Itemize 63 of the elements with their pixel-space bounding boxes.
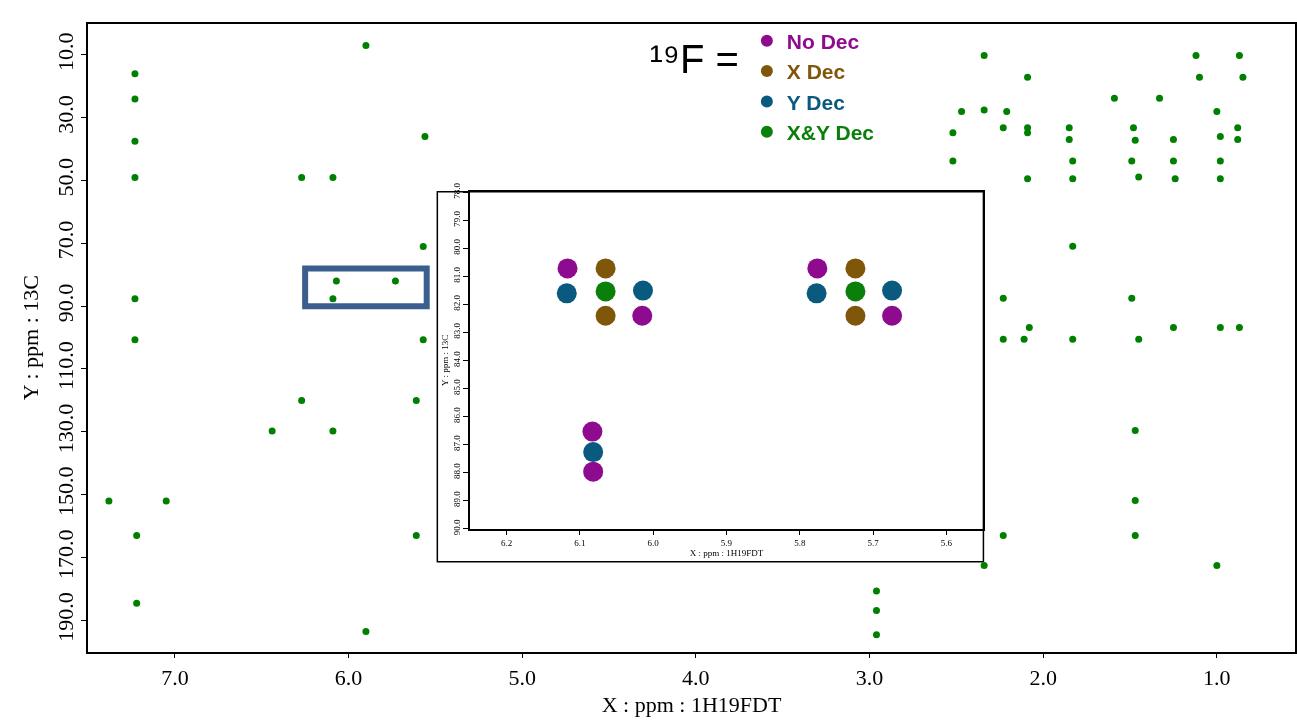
y-tick-label: 80.0 (451, 238, 462, 255)
y-tick-label: 86.0 (451, 406, 462, 423)
point (632, 280, 653, 301)
point (882, 305, 903, 326)
x-tick-label: 6.2 (501, 538, 513, 549)
y-tick-label: 190.0 (52, 592, 78, 642)
legend-label: X&Y Dec (786, 120, 875, 144)
point (595, 258, 616, 279)
point (583, 461, 604, 482)
y-tick-label: 87.0 (451, 434, 462, 452)
legend-title: ¹⁹F = (649, 36, 739, 81)
y-tick-label: 150.0 (52, 466, 78, 517)
x-tick-label: 5.6 (940, 538, 953, 549)
point (582, 421, 603, 442)
x-tick-label: 6.0 (334, 664, 363, 690)
y-tick-label: 170.0 (52, 529, 78, 579)
point (845, 258, 866, 279)
x-axis-title: X : ppm : 1H19FDT (601, 692, 782, 718)
y-tick-label: 90.0 (52, 283, 78, 323)
point (882, 280, 903, 301)
point (632, 305, 653, 326)
x-tick-label: 6.1 (574, 538, 586, 549)
y-tick-label: 81.0 (451, 266, 462, 283)
legend-label: Y Dec (786, 90, 846, 114)
y-tick-label: 89.0 (451, 490, 462, 508)
legend-label: X Dec (786, 60, 846, 84)
x-axis-title: X : ppm : 1H19FDT (689, 548, 764, 559)
x-tick-label: 1.0 (1203, 664, 1231, 690)
y-tick-label: 85.0 (451, 378, 462, 395)
x-tick-label: 2.0 (1029, 664, 1057, 690)
point (557, 258, 578, 279)
x-tick-label: 5.8 (794, 538, 806, 549)
y-tick-label: 90.0 (451, 518, 462, 536)
y-tick-label: 88.0 (451, 462, 462, 480)
x-tick-label: 5.0 (508, 664, 536, 690)
y-tick-label: 79.0 (451, 210, 462, 227)
point (806, 283, 827, 304)
point (845, 281, 866, 302)
y-tick-label: 84.0 (451, 350, 462, 367)
y-axis-title: Y : ppm : 13C (17, 275, 43, 401)
x-tick-label: 5.9 (720, 538, 733, 549)
y-tick-label: 70.0 (52, 220, 78, 260)
x-tick-label: 6.0 (647, 538, 660, 549)
point (556, 283, 577, 304)
x-tick-label: 4.0 (682, 664, 710, 690)
y-tick-label: 10.0 (52, 32, 78, 71)
point (595, 281, 616, 302)
y-tick-label: 83.0 (451, 322, 462, 339)
y-tick-label: 30.0 (52, 95, 78, 134)
y-tick-label: 82.0 (451, 294, 462, 311)
x-tick-label: 5.7 (867, 538, 880, 549)
y-tick-label: 50.0 (52, 158, 78, 197)
y-axis-title: Y : ppm : 13C (439, 334, 450, 386)
y-tick-label: 130.0 (52, 403, 78, 454)
point (845, 305, 866, 326)
legend-label: No Dec (786, 30, 860, 54)
point (595, 305, 616, 326)
x-tick-label: 3.0 (855, 664, 884, 690)
y-tick-label: 78.0 (451, 182, 462, 199)
y-tick-label: 110.0 (52, 341, 78, 391)
x-tick-label: 7.0 (161, 664, 189, 690)
point (583, 442, 604, 463)
point (807, 258, 828, 279)
